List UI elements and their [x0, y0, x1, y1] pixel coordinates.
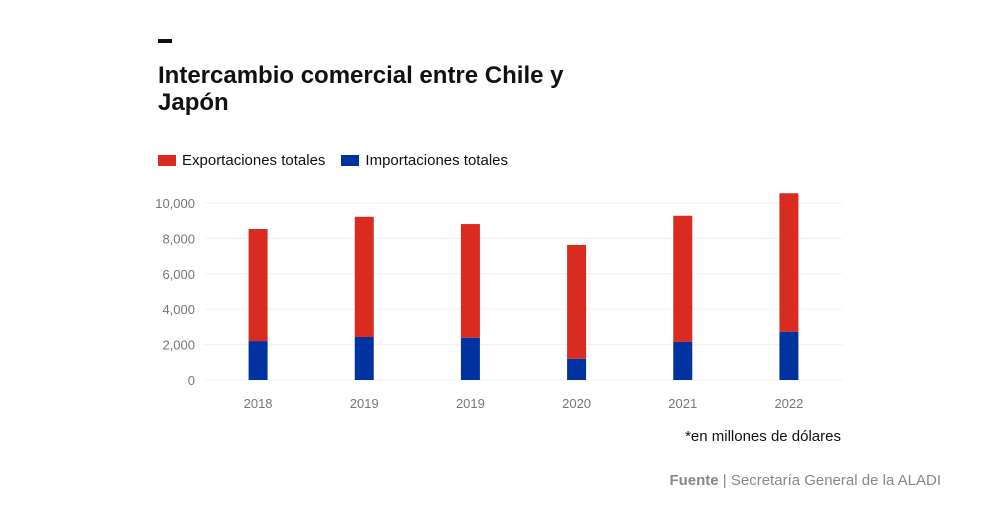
source-text: Secretaría General de la ALADI	[730, 472, 941, 489]
units-note: *en millones de dólares	[685, 428, 841, 445]
bar-imports	[354, 336, 374, 380]
legend-label-imports: Importaciones totales	[365, 152, 508, 169]
bar-exports	[354, 216, 374, 337]
y-tick-label: 10,000	[155, 196, 195, 211]
bar-imports	[460, 337, 480, 380]
source-separator: |	[722, 472, 727, 489]
bar-imports	[567, 358, 587, 380]
source: Fuente | Secretaría General de la ALADI	[669, 472, 941, 489]
legend-swatch-exports	[158, 155, 176, 166]
x-tick-label: 2021	[668, 396, 697, 411]
bar-imports	[248, 341, 268, 380]
bar-imports	[673, 341, 693, 380]
x-tick-label: 2018	[244, 396, 273, 411]
chart-title: Intercambio comercial entre Chile y Japó…	[158, 62, 564, 116]
x-tick-label: 2019	[350, 396, 379, 411]
bar-exports	[779, 193, 799, 332]
x-tick-label: 2020	[562, 396, 591, 411]
y-tick-label: 2,000	[162, 338, 195, 353]
bar-exports	[673, 215, 693, 342]
source-label: Fuente	[669, 472, 719, 489]
bar-exports	[460, 224, 480, 338]
bar-exports	[248, 229, 268, 342]
legend-label-exports: Exportaciones totales	[182, 152, 326, 169]
legend-swatch-imports	[341, 155, 360, 166]
title-accent-dash	[158, 39, 172, 43]
y-tick-label: 8,000	[162, 231, 195, 246]
bar-exports	[567, 244, 587, 359]
x-tick-label: 2022	[774, 396, 803, 411]
legend-item-exports: Exportaciones totales	[158, 152, 325, 169]
legend: Exportaciones totales Importaciones tota…	[158, 152, 508, 169]
bar-imports	[779, 331, 799, 380]
y-tick-label: 0	[188, 373, 195, 388]
y-tick-label: 6,000	[162, 267, 195, 282]
legend-item-imports: Importaciones totales	[341, 152, 508, 169]
x-tick-label: 2019	[456, 396, 485, 411]
y-tick-label: 4,000	[162, 302, 195, 317]
